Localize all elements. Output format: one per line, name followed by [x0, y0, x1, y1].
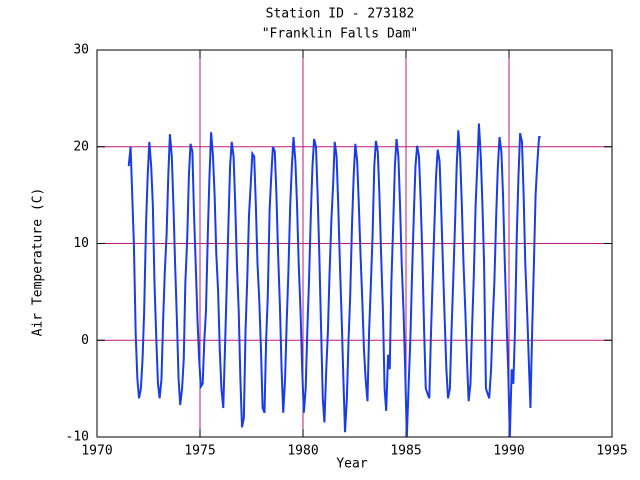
chart-subtitle: "Franklin Falls Dam" [262, 27, 419, 42]
x-tick-label: 1975 [184, 444, 215, 459]
y-tick-label: 30 [73, 43, 89, 58]
x-tick-label: 1990 [493, 444, 524, 459]
plot-frame [96, 49, 613, 438]
chart-title: Station ID - 273182 [266, 7, 415, 22]
y-tick-label: -10 [66, 430, 89, 445]
x-tick-label: 1970 [81, 444, 112, 459]
x-axis-label: Year [336, 457, 367, 472]
x-tick-label: 1980 [287, 444, 318, 459]
y-axis-label: Air Temperature (C) [31, 188, 46, 337]
x-tick-label: 1985 [390, 444, 421, 459]
y-tick-label: 0 [81, 333, 89, 348]
x-tick-label: 1995 [596, 444, 627, 459]
temperature-line [127, 123, 541, 438]
y-tick-label: 20 [73, 139, 89, 154]
y-tick-label: 10 [73, 236, 89, 251]
